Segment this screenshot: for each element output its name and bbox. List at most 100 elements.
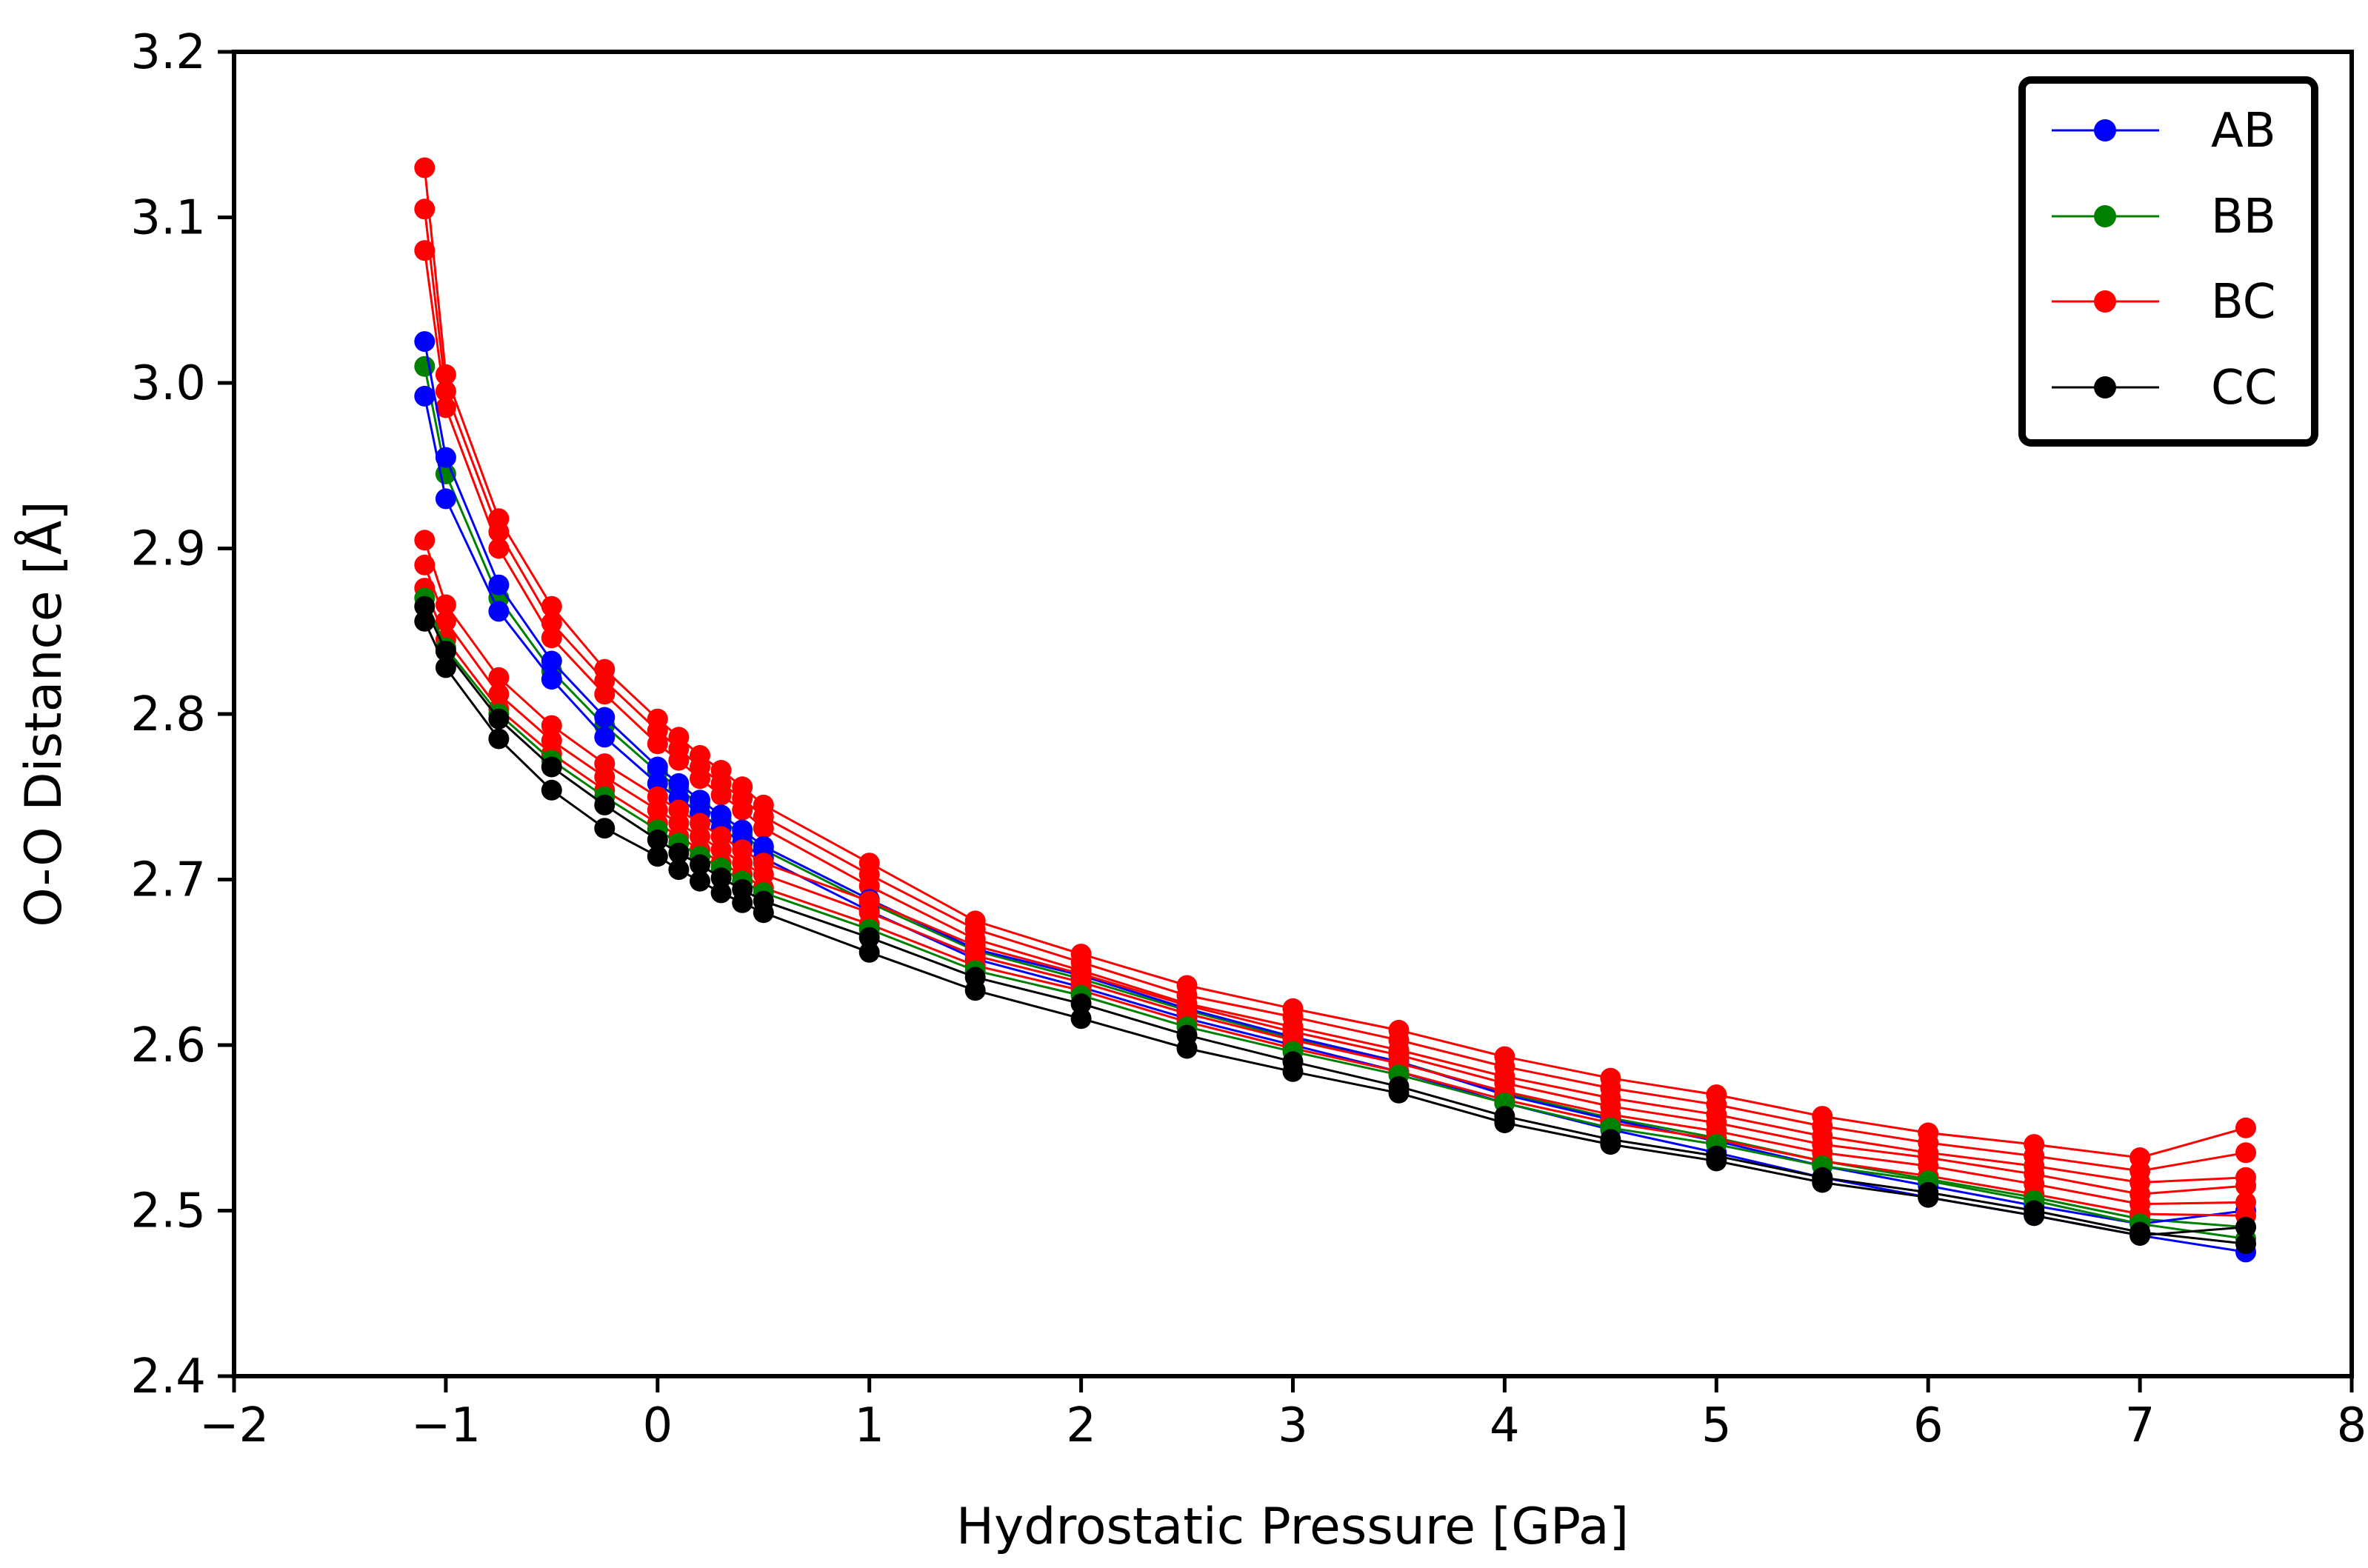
x-tick-label: 0 [642,1398,673,1453]
data-point [1494,1112,1515,1133]
data-point [732,799,753,821]
x-tick-label: 3 [1278,1398,1308,1453]
y-tick-label: 2.4 [130,1350,206,1404]
data-point [1918,1187,1939,1208]
data-point [668,750,690,771]
y-axis-title: O-O Distance [Å] [13,501,73,927]
data-point [414,595,436,617]
data-point [541,779,562,801]
data-point [964,980,986,1001]
data-point [710,882,732,904]
data-point [594,727,616,748]
data-point [414,530,436,551]
data-point [1812,1172,1833,1193]
x-tick-label: 5 [1701,1398,1732,1453]
data-point [488,574,510,595]
data-point [488,708,510,730]
data-point [541,715,562,736]
data-point [488,684,510,705]
data-point [435,381,456,402]
data-point [2235,1175,2256,1196]
y-tick-label: 2.5 [130,1184,206,1239]
x-tick-label: 2 [1066,1398,1096,1453]
y-tick-label: 3.2 [130,25,206,80]
data-point [710,867,732,889]
legend-entry-bb: BB [2052,190,2276,244]
data-point [1600,1134,1621,1155]
data-point [435,397,456,418]
data-point [488,728,510,750]
data-point [710,784,732,806]
data-point [690,870,710,892]
data-point [435,447,456,468]
data-point [435,488,456,510]
data-point [541,595,562,617]
data-point [594,794,616,815]
data-point [1070,993,1092,1015]
data-point [2129,1225,2151,1246]
x-tick-label: −1 [411,1398,481,1453]
data-point [488,667,510,688]
data-point [1176,1038,1198,1059]
data-point [1706,1150,1727,1172]
x-tick-label: 6 [1913,1398,1944,1453]
data-point [541,669,562,690]
data-point [2235,1216,2256,1238]
data-point [647,829,668,850]
legend-label-bc: BC [2211,275,2275,330]
legend-label-bb: BB [2211,190,2276,244]
y-tick-label: 2.6 [130,1018,206,1073]
data-point [541,756,562,778]
data-point [414,356,436,377]
x-tick-label: 8 [2337,1398,2367,1453]
series-cc-11 [414,610,2256,1246]
data-point [414,385,436,407]
y-tick-label: 2.9 [130,522,206,577]
legend-marker-bc [2094,290,2116,313]
data-point [858,927,880,948]
data-point [435,657,456,678]
legend: AB BB BC CC [2018,76,2318,447]
ticks-layer: −2 −1 0 1 2 3 4 5 6 7 8 2.4 2.5 2.6 2.7 2.8 2.9 3.0 3.1 3.2 [130,25,2367,1453]
data-point [647,733,668,755]
data-point [2235,1117,2256,1138]
y-tick-label: 3.0 [130,356,206,411]
data-point [414,554,436,576]
data-point [488,538,510,559]
data-point [647,756,668,778]
series-layer [414,157,2256,1263]
data-point [753,902,774,924]
legend-label-ab: AB [2211,104,2276,159]
legend-entry-bc: BC [2052,275,2275,330]
data-point [2235,1142,2256,1164]
x-tick-label: 4 [1490,1398,1520,1453]
x-tick-label: 7 [2125,1398,2155,1453]
x-axis-title: Hydrostatic Pressure [GPa] [956,1498,1629,1556]
data-point [414,157,436,179]
x-tick-label: 1 [854,1398,884,1453]
y-tick-label: 2.7 [130,853,206,908]
legend-box [2018,76,2318,447]
data-point [414,240,436,261]
data-point [668,859,690,881]
data-point [594,818,616,839]
y-tick-label: 2.8 [130,687,206,742]
data-point [2235,1233,2256,1255]
data-point [2024,1205,2045,1227]
data-point [594,684,616,705]
legend-entry-ab: AB [2052,104,2276,159]
legend-label-cc: CC [2211,361,2277,416]
legend-marker-bb [2094,205,2116,227]
data-point [690,768,710,790]
legend-marker-ab [2094,119,2116,141]
data-point [732,892,753,913]
data-point [414,198,436,220]
data-point [1388,1082,1410,1104]
y-tick-label: 3.1 [130,191,206,246]
data-point [414,331,436,353]
data-point [647,846,668,867]
data-point [541,650,562,672]
data-point [1070,1008,1092,1030]
